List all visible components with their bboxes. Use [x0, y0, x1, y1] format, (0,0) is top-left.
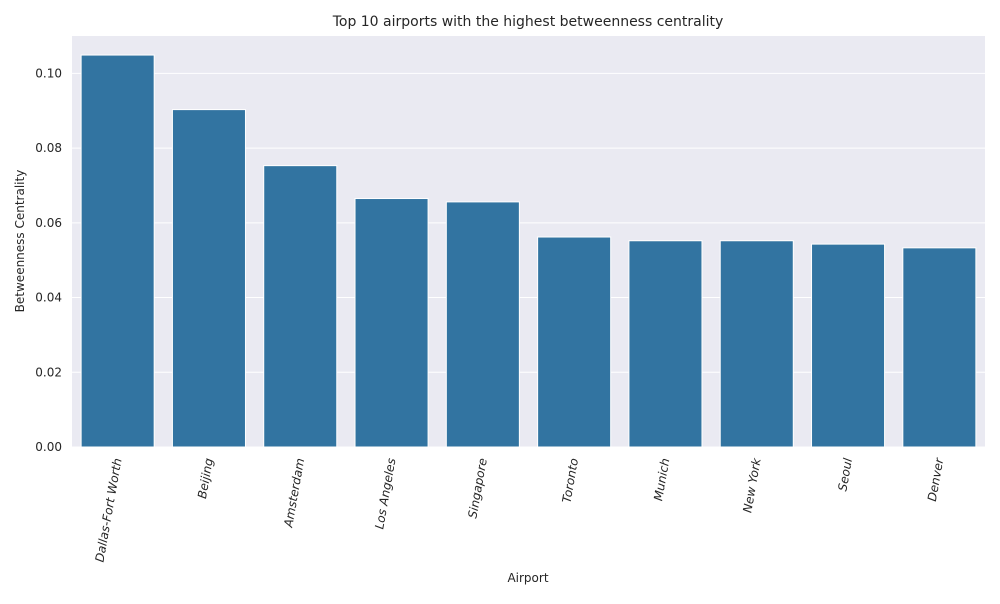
bar-seoul: [811, 243, 886, 448]
y-tick-label: 0.08: [35, 141, 62, 155]
x-tick-label: Denver: [925, 456, 947, 502]
x-tick-label: Amsterdam: [281, 457, 307, 529]
x-tick-label: New York: [740, 456, 764, 514]
y-tick-label: 0.10: [35, 66, 62, 80]
bar-munich: [628, 240, 703, 448]
bar-toronto: [537, 236, 612, 448]
x-tick-label: Munich: [651, 457, 672, 502]
bar-beijing: [171, 109, 246, 448]
x-tick-label: Seoul: [835, 456, 855, 492]
bar-denver: [902, 247, 977, 448]
bar-new-york: [719, 240, 794, 448]
x-tick-label: Beijing: [195, 457, 216, 500]
y-axis-label: Betweenness Centrality: [13, 170, 27, 313]
y-tick-label: 0.04: [35, 291, 62, 305]
y-tick-label: 0.00: [35, 440, 62, 454]
bar-los-angeles: [354, 198, 429, 448]
x-tick-label: Los Angeles: [372, 457, 398, 530]
bar-singapore: [445, 201, 520, 448]
bar-amsterdam: [263, 165, 338, 448]
bar-dallas-fort-worth: [80, 54, 155, 448]
y-tick-label: 0.06: [35, 216, 62, 230]
y-tick-label: 0.02: [35, 365, 62, 379]
x-tick-label: Toronto: [559, 457, 581, 504]
bars: [80, 54, 977, 448]
y-tick-labels: 0.00 0.02 0.04 0.06 0.08 0.10: [35, 66, 62, 454]
x-tick-label: Dallas-Fort Worth: [93, 457, 125, 563]
chart-title: Top 10 airports with the highest between…: [332, 14, 724, 30]
x-axis-label: Airport: [507, 571, 548, 585]
x-tick-labels: Dallas-Fort Worth Beijing Amsterdam Los Ang…: [93, 456, 947, 563]
x-tick-label: Singapore: [465, 457, 489, 519]
